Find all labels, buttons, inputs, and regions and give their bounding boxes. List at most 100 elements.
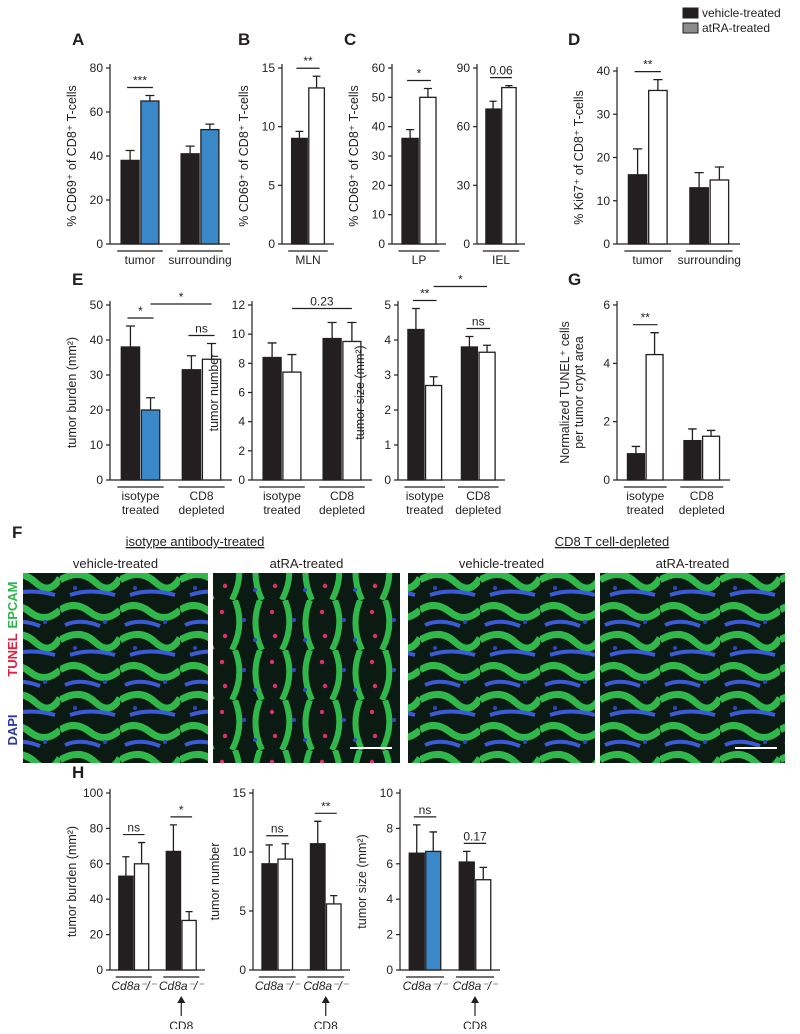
significance-label: ***	[133, 74, 147, 88]
error-bar	[122, 856, 130, 877]
error-bar	[406, 128, 415, 139]
arrow-head	[321, 996, 330, 1003]
panel-letter: E	[72, 270, 83, 289]
group-title: isotype antibody-treated	[126, 534, 265, 549]
error-bar	[314, 820, 322, 844]
y-tick-label: 20	[372, 178, 386, 192]
y-tick-label: 40	[372, 120, 386, 134]
error-bar	[312, 75, 321, 88]
y-tick-label: 40	[90, 892, 104, 906]
y-tick-label: 20	[90, 403, 104, 417]
y-tick-label: 10	[380, 786, 394, 800]
micrograph	[600, 573, 785, 763]
error-bar	[631, 445, 641, 454]
legend-label: atRA-treated	[702, 21, 770, 35]
transfer-label: CD8	[169, 1019, 193, 1029]
bar	[501, 86, 517, 245]
panel-letter: F	[12, 523, 22, 542]
x-tick-label: isotype treated	[121, 489, 159, 517]
bar	[460, 346, 479, 481]
y-tick-label: 40	[597, 64, 611, 78]
significance-label: **	[321, 799, 331, 813]
y-axis-label: tumor size (mm²)	[355, 834, 369, 928]
y-tick-label: 2	[238, 444, 245, 458]
error-bar	[138, 841, 146, 864]
bar	[308, 87, 326, 245]
significance-label: **	[643, 58, 653, 72]
x-tick-label: tumor	[632, 253, 663, 267]
error-bar	[267, 342, 277, 358]
error-bar	[694, 171, 704, 188]
bar	[701, 435, 721, 481]
y-tick-label: 2	[386, 928, 393, 942]
arrow-head	[177, 996, 186, 1003]
bar	[282, 371, 302, 481]
error-bar	[413, 824, 421, 854]
y-tick-label: 0	[603, 237, 610, 251]
error-bar	[125, 149, 135, 161]
bar	[133, 863, 150, 971]
error-bar	[411, 307, 420, 330]
error-bar	[205, 123, 215, 130]
x-tick-label: LP	[412, 253, 427, 267]
significance-label: ns	[472, 315, 485, 329]
error-bar	[145, 94, 155, 101]
significance-label: ns	[127, 821, 140, 835]
significance-label: *	[458, 273, 463, 287]
error-bar	[688, 428, 697, 441]
bar	[325, 903, 342, 971]
legend-swatch	[682, 22, 699, 34]
y-axis-label: tumor burden (mm²)	[65, 826, 79, 937]
y-tick-label: 0	[603, 473, 610, 487]
bar	[645, 353, 664, 481]
y-tick-label: 30	[90, 368, 104, 382]
y-tick-label: 0	[378, 237, 385, 251]
y-tick-label: 20	[597, 151, 611, 165]
panel-letter: H	[72, 763, 84, 782]
x-tick-label: Cd8a⁻/⁻	[303, 979, 349, 993]
x-tick-label: isotype treated	[626, 489, 664, 517]
error-bar	[465, 335, 474, 347]
y-tick-label: 10	[597, 194, 611, 208]
y-tick-label: 30	[597, 107, 611, 121]
y-tick-label: 10	[262, 120, 276, 134]
y-axis-label: tumor burden (mm²)	[65, 337, 79, 448]
y-tick-label: 15	[233, 786, 247, 800]
error-bar	[185, 145, 195, 154]
error-bar	[327, 321, 337, 339]
error-bar	[650, 332, 659, 355]
x-tick-label: CD8 depleted	[178, 489, 224, 517]
x-tick-label: IEL	[492, 253, 510, 267]
y-tick-label: 6	[386, 857, 393, 871]
error-bar	[483, 344, 492, 353]
transfer-label: CD8	[314, 1019, 338, 1029]
x-tick-label: MLN	[295, 253, 320, 267]
y-tick-label: 2	[384, 403, 391, 417]
bar	[322, 337, 342, 481]
x-tick-label: CD8 depleted	[455, 489, 501, 517]
bar	[309, 843, 326, 971]
y-axis-label: % CD69⁺ of CD8⁺ T-cells	[65, 85, 79, 226]
y-tick-label: 0	[96, 473, 103, 487]
image-title: vehicle-treated	[73, 556, 158, 571]
error-bar	[281, 843, 289, 860]
y-tick-label: 10	[372, 208, 386, 222]
significance-label: *	[138, 304, 143, 318]
y-tick-label: 50	[90, 298, 104, 312]
image-title: atRA-treated	[656, 556, 730, 571]
y-tick-label: 100	[83, 786, 103, 800]
bar	[407, 328, 425, 481]
x-tick-label: CD8 depleted	[679, 489, 725, 517]
error-bar	[653, 79, 663, 91]
y-tick-label: 40	[90, 149, 104, 163]
significance-label: 0.06	[489, 64, 513, 78]
significance-label: ns	[271, 822, 284, 836]
significance-label: 0.17	[463, 829, 487, 843]
stain-label: EPCAM	[5, 582, 20, 629]
y-tick-label: 0	[384, 473, 391, 487]
y-tick-label: 1	[384, 438, 391, 452]
y-tick-label: 4	[603, 356, 610, 370]
bar	[181, 369, 202, 481]
arrow-head	[471, 996, 479, 1003]
panel-letter: A	[72, 30, 84, 49]
